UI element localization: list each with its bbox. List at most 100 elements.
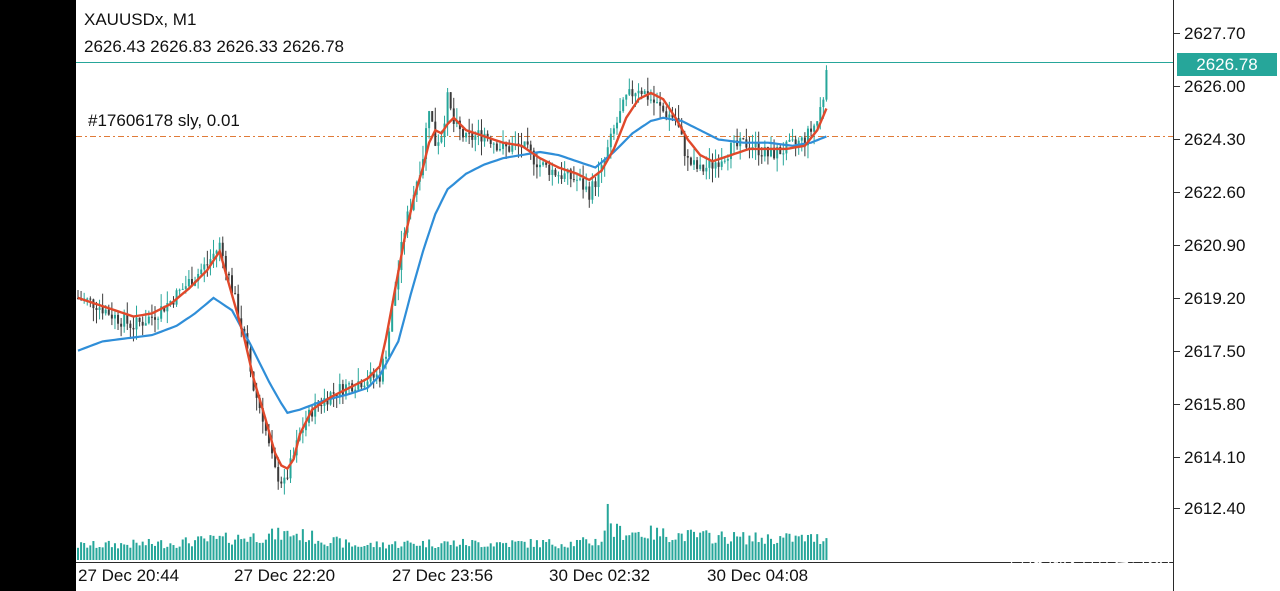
candle-body — [794, 139, 797, 145]
candle — [588, 181, 591, 208]
volume-bar — [594, 538, 597, 560]
volume-bar — [649, 525, 652, 560]
volume-bar — [797, 536, 800, 560]
time-tick: 27 Dec 20:44 — [78, 566, 180, 585]
candle — [277, 456, 280, 490]
volume-bar — [385, 548, 387, 560]
candle — [770, 136, 772, 158]
candle-body — [699, 164, 702, 169]
candle-body — [554, 169, 557, 176]
candle-body — [763, 146, 766, 157]
volume-bar — [218, 535, 221, 560]
candle-body — [126, 314, 129, 324]
volume-bar — [723, 537, 726, 560]
candle-body — [810, 128, 813, 132]
candle — [311, 404, 314, 422]
candle-body — [597, 171, 600, 188]
candle — [554, 168, 557, 178]
candle — [612, 124, 615, 140]
volume-bar — [332, 537, 335, 560]
volume-bar — [806, 534, 809, 560]
volume-bar — [378, 547, 381, 560]
volume-bar — [243, 538, 246, 560]
candle — [736, 128, 739, 150]
candle — [791, 128, 794, 142]
candle — [628, 78, 631, 97]
candle-body — [819, 107, 822, 122]
symbol-timeframe: XAUUSDx, M1 — [84, 10, 197, 29]
candle-body — [178, 289, 181, 291]
candle-body — [434, 121, 437, 146]
candle — [178, 288, 181, 296]
price-axis[interactable]: 2627.70 2626.00 2624.30 2622.60 2620.90 2619.… — [1173, 0, 1280, 591]
price-tick-label: 2627.70 — [1184, 24, 1246, 43]
candle-body — [209, 259, 212, 265]
candle-body — [286, 477, 289, 479]
volume-bar — [154, 545, 156, 560]
volume-bar — [677, 533, 680, 560]
candle-body — [643, 91, 646, 95]
volume-bar — [203, 538, 206, 560]
volume-bar — [766, 534, 769, 560]
candle-body — [261, 408, 264, 422]
candle-body — [705, 167, 708, 172]
volume-bar — [468, 546, 471, 560]
candle-body — [332, 392, 335, 394]
time-axis[interactable]: 27 Dec 20:44 27 Dec 22:20 27 Dec 23:56 3… — [76, 562, 1173, 591]
volume-bar — [317, 540, 320, 560]
candle — [597, 161, 600, 197]
candle-body — [539, 164, 541, 168]
price-chart[interactable]: XAUUSDx, M1 2626.43 2626.83 2626.33 2626… — [76, 0, 1173, 591]
candle-body — [107, 309, 110, 315]
time-tick: 27 Dec 23:56 — [392, 566, 494, 585]
volume-bar — [625, 535, 628, 560]
candle-body — [579, 178, 582, 180]
candle-body — [508, 146, 511, 152]
candle — [452, 97, 455, 133]
volume-bar — [529, 538, 532, 560]
volume-bar — [458, 544, 461, 560]
candle-body — [668, 114, 671, 118]
volume-bar — [788, 533, 791, 560]
candle-body — [563, 173, 566, 179]
volume-bar — [418, 545, 421, 560]
candle — [144, 309, 147, 326]
volume-bar — [791, 541, 794, 560]
candle-body — [511, 145, 514, 152]
volume-bar — [569, 541, 572, 560]
candle — [492, 142, 495, 154]
price-tick-mark — [1174, 245, 1180, 246]
order-label[interactable]: #17606178 sly, 0.01 — [88, 111, 240, 130]
volume-bar — [77, 547, 79, 560]
watermark-icon — [1010, 552, 1024, 566]
volume-bar — [680, 533, 683, 560]
candlestick-chart[interactable] — [76, 0, 1173, 562]
volume-bar — [551, 544, 554, 560]
volume-bar — [449, 544, 452, 560]
volume-bar — [582, 537, 585, 560]
candle-body — [591, 181, 594, 200]
candle — [625, 94, 628, 107]
volume-bar — [98, 547, 101, 560]
volume-bar — [175, 547, 178, 560]
volume-bar — [277, 527, 280, 560]
volume-bar — [425, 547, 428, 560]
volume-bar — [261, 542, 264, 560]
volume-bar — [391, 544, 394, 560]
candle-body — [375, 374, 378, 378]
volume-bar — [742, 532, 745, 560]
volume-bar — [532, 546, 535, 560]
volume-bar — [686, 530, 689, 560]
candle — [215, 249, 218, 268]
volume-bar — [779, 536, 782, 560]
candle-body — [529, 144, 532, 151]
time-tick: 30 Dec 04:08 — [707, 566, 809, 585]
volume-bar — [603, 530, 606, 560]
candle — [705, 156, 708, 180]
candle-body — [625, 94, 628, 100]
volume-bar — [110, 547, 113, 560]
volume-bar — [320, 542, 323, 560]
candle — [498, 141, 501, 152]
volume-bar — [298, 540, 301, 560]
candle-body — [689, 157, 692, 165]
